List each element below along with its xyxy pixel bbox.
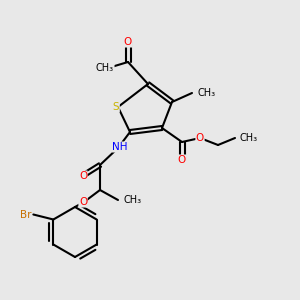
Text: CH₃: CH₃: [123, 195, 141, 205]
Text: O: O: [79, 171, 87, 181]
Text: CH₃: CH₃: [197, 88, 215, 98]
Text: O: O: [178, 155, 186, 165]
Text: Br: Br: [20, 209, 31, 220]
Text: O: O: [124, 37, 132, 47]
Text: CH₃: CH₃: [239, 133, 257, 143]
Text: CH₃: CH₃: [96, 63, 114, 73]
Text: NH: NH: [112, 142, 128, 152]
Text: O: O: [196, 133, 204, 143]
Text: S: S: [113, 102, 119, 112]
Text: O: O: [79, 197, 87, 207]
